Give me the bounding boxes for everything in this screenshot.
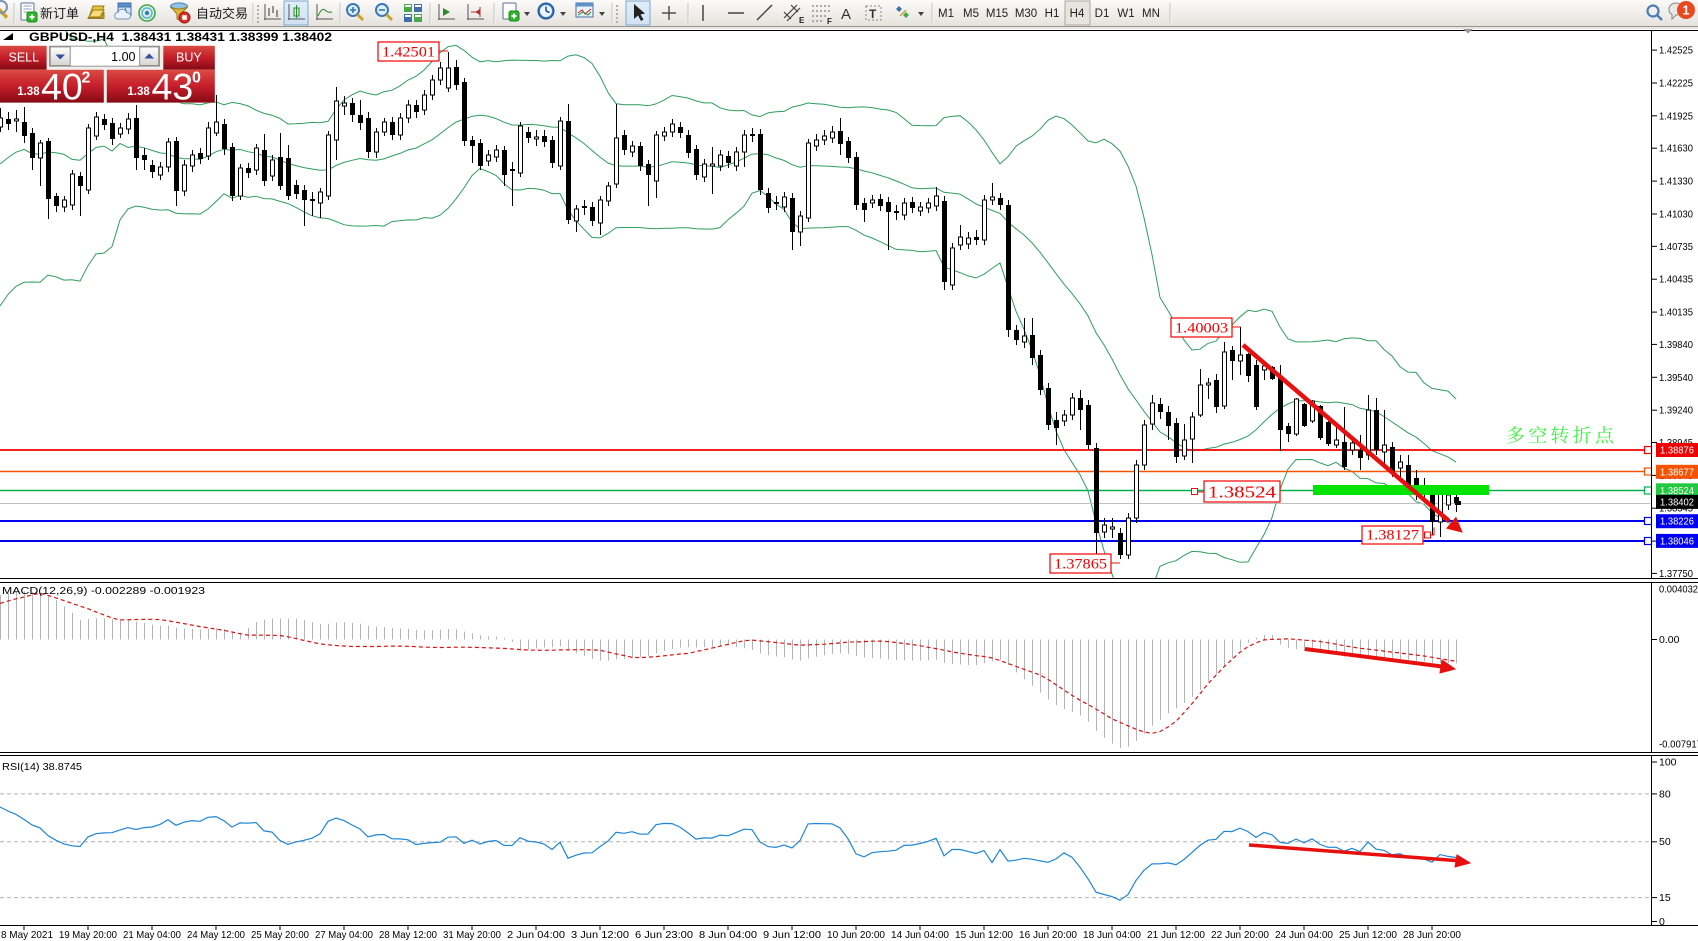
svg-text:1: 1 [1683, 4, 1690, 18]
svg-text:T: T [869, 7, 877, 21]
svg-text:8 Jun 04:00: 8 Jun 04:00 [699, 929, 757, 941]
svg-text:BUY: BUY [176, 51, 202, 65]
svg-text:1.41630: 1.41630 [1659, 143, 1693, 155]
svg-text:W1: W1 [1117, 8, 1134, 20]
svg-text:3 Jun 12:00: 3 Jun 12:00 [571, 929, 629, 941]
svg-text:1.38127: 1.38127 [1366, 528, 1420, 544]
svg-text:1.40735: 1.40735 [1659, 241, 1693, 253]
svg-text:1.40003: 1.40003 [1175, 321, 1228, 337]
svg-text:E: E [799, 16, 805, 25]
svg-text:6 Jun 23:00: 6 Jun 23:00 [635, 929, 693, 941]
svg-text:1.38876: 1.38876 [1660, 445, 1694, 457]
svg-text:1.37750: 1.37750 [1659, 568, 1693, 580]
svg-text:RSI(14) 38.8745: RSI(14) 38.8745 [2, 761, 82, 773]
svg-text:2 Jun 04:00: 2 Jun 04:00 [507, 929, 565, 941]
svg-text:21 Jun 12:00: 21 Jun 12:00 [1147, 929, 1205, 941]
svg-text:50: 50 [1659, 836, 1671, 848]
svg-text:8 May 2021: 8 May 2021 [1, 929, 53, 941]
svg-text:-0.007917: -0.007917 [1659, 739, 1698, 751]
svg-text:19 May 20:00: 19 May 20:00 [59, 929, 117, 941]
svg-text:10 Jun 20:00: 10 Jun 20:00 [827, 929, 885, 941]
svg-text:0.004032: 0.004032 [1659, 584, 1698, 596]
svg-text:M1: M1 [938, 8, 954, 20]
svg-text:28 May 12:00: 28 May 12:00 [379, 929, 437, 941]
svg-text:18 Jun 04:00: 18 Jun 04:00 [1083, 929, 1141, 941]
svg-text:M30: M30 [1015, 8, 1037, 20]
svg-text:1.41030: 1.41030 [1659, 209, 1693, 221]
svg-text:2: 2 [82, 70, 91, 87]
svg-text:14 Jun 04:00: 14 Jun 04:00 [891, 929, 949, 941]
svg-text:25 Jun 12:00: 25 Jun 12:00 [1339, 929, 1397, 941]
svg-text:1.42525: 1.42525 [1659, 45, 1693, 57]
svg-text:0.00: 0.00 [1659, 634, 1680, 646]
svg-text:21 May 04:00: 21 May 04:00 [123, 929, 181, 941]
svg-text:1.38226: 1.38226 [1660, 516, 1694, 528]
svg-text:H1: H1 [1045, 8, 1060, 20]
svg-text:M5: M5 [963, 8, 979, 20]
svg-text:1.38: 1.38 [17, 86, 40, 98]
svg-text:F: F [827, 17, 832, 26]
svg-text:1.42225: 1.42225 [1659, 78, 1693, 90]
svg-text:H4: H4 [1070, 8, 1085, 20]
svg-text:1.40135: 1.40135 [1659, 307, 1693, 319]
svg-text:MACD(12,26,9) -0.002289 -0.001: MACD(12,26,9) -0.002289 -0.001923 [2, 585, 205, 597]
svg-text:24 Jun 04:00: 24 Jun 04:00 [1275, 929, 1333, 941]
svg-text:15: 15 [1659, 892, 1671, 904]
svg-text:1.39240: 1.39240 [1659, 405, 1693, 417]
svg-text:24 May 12:00: 24 May 12:00 [187, 929, 245, 941]
svg-text:GBPUSD-,H4 1.38431 1.38431 1.: GBPUSD-,H4 1.38431 1.38431 1.38399 1.384… [29, 32, 332, 44]
svg-text:28 Jun 20:00: 28 Jun 20:00 [1403, 929, 1461, 941]
svg-text:MN: MN [1142, 8, 1160, 20]
svg-text:15 Jun 12:00: 15 Jun 12:00 [955, 929, 1013, 941]
svg-text:1.38524: 1.38524 [1660, 485, 1694, 497]
svg-text:1.39840: 1.39840 [1659, 339, 1693, 351]
svg-text:43: 43 [152, 66, 194, 108]
svg-text:40: 40 [41, 66, 83, 108]
svg-text:M15: M15 [986, 8, 1008, 20]
svg-text:1.38402: 1.38402 [1660, 496, 1694, 508]
svg-text:100: 100 [1659, 757, 1677, 769]
svg-text:SELL: SELL [9, 51, 40, 65]
svg-text:D1: D1 [1095, 8, 1110, 20]
svg-text:9 Jun 12:00: 9 Jun 12:00 [763, 929, 821, 941]
svg-text:1.40435: 1.40435 [1659, 274, 1693, 286]
svg-text:27 May 04:00: 27 May 04:00 [315, 929, 373, 941]
svg-text:80: 80 [1659, 788, 1671, 800]
svg-text:1.38: 1.38 [127, 86, 150, 98]
svg-text:0: 0 [192, 70, 201, 87]
svg-text:31 May 20:00: 31 May 20:00 [443, 929, 501, 941]
svg-text:A: A [841, 6, 851, 23]
svg-text:1.41925: 1.41925 [1659, 110, 1693, 122]
svg-text:1.38677: 1.38677 [1660, 466, 1694, 478]
svg-text:1.37865: 1.37865 [1054, 557, 1107, 573]
svg-text:1.38524: 1.38524 [1208, 483, 1277, 502]
svg-text:1.00: 1.00 [111, 50, 135, 64]
svg-text:0: 0 [1659, 916, 1665, 928]
svg-text:1.39540: 1.39540 [1659, 372, 1693, 384]
svg-text:25 May 20:00: 25 May 20:00 [251, 929, 309, 941]
svg-text:1.38046: 1.38046 [1660, 535, 1694, 547]
svg-text:1.41330: 1.41330 [1659, 176, 1693, 188]
svg-text:16 Jun 20:00: 16 Jun 20:00 [1019, 929, 1077, 941]
svg-text:1.42501: 1.42501 [382, 45, 435, 61]
svg-text:22 Jun 20:00: 22 Jun 20:00 [1211, 929, 1269, 941]
